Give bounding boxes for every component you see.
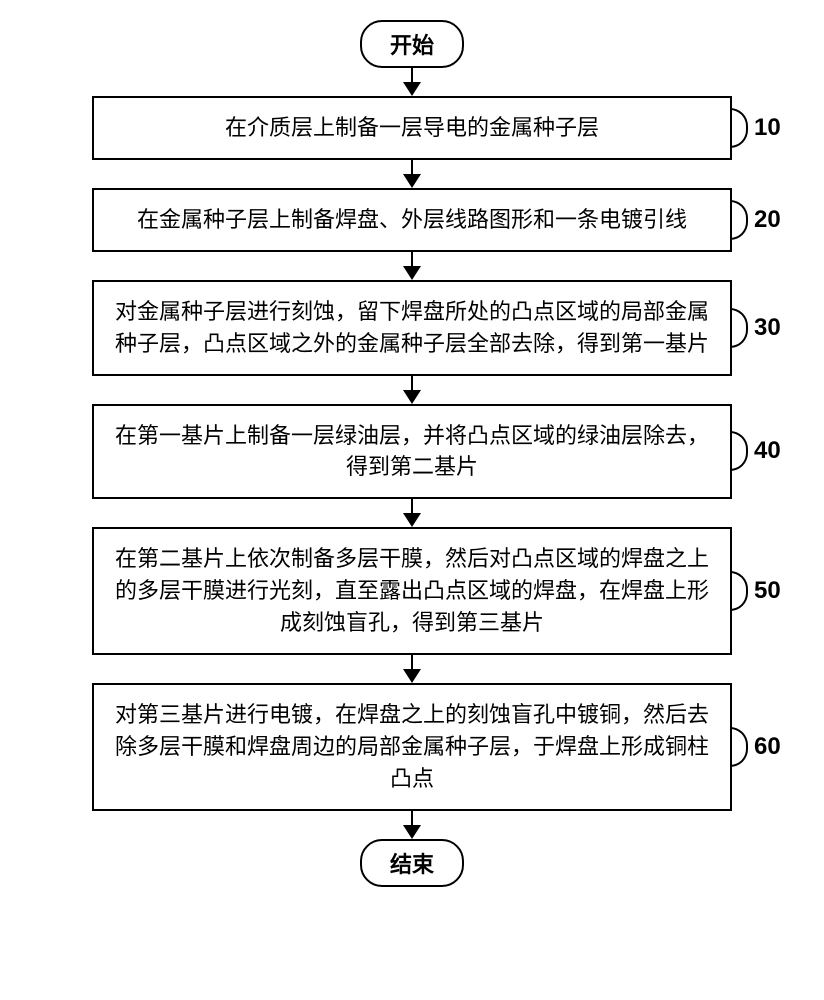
end-terminator: 结束 bbox=[360, 839, 464, 887]
step-row-4: 在第一基片上制备一层绿油层，并将凸点区域的绿油层除去，得到第二基片 40 bbox=[0, 404, 824, 500]
arrow-line bbox=[411, 252, 414, 266]
arrow-line bbox=[411, 376, 414, 390]
arrow-line bbox=[411, 68, 414, 82]
process-step: 在第二基片上依次制备多层干膜，然后对凸点区域的焊盘之上的多层干膜进行光刻，直至露… bbox=[92, 527, 732, 655]
ref-label-wrap: 20 bbox=[732, 200, 781, 240]
arrow bbox=[403, 655, 421, 683]
start-label: 开始 bbox=[390, 33, 434, 58]
arrow-head-icon bbox=[403, 82, 421, 96]
step-text: 在介质层上制备一层导电的金属种子层 bbox=[225, 115, 599, 140]
arrow-head-icon bbox=[403, 669, 421, 683]
ref-number: 60 bbox=[754, 733, 781, 761]
process-step: 对第三基片进行电镀，在焊盘之上的刻蚀盲孔中镀铜，然后去除多层干膜和焊盘周边的局部… bbox=[92, 683, 732, 811]
ref-bracket-icon bbox=[730, 108, 748, 148]
arrow bbox=[403, 160, 421, 188]
step-row-5: 在第二基片上依次制备多层干膜，然后对凸点区域的焊盘之上的多层干膜进行光刻，直至露… bbox=[0, 527, 824, 655]
process-step: 在第一基片上制备一层绿油层，并将凸点区域的绿油层除去，得到第二基片 bbox=[92, 404, 732, 500]
arrow-line bbox=[411, 811, 414, 825]
ref-label-wrap: 40 bbox=[732, 431, 781, 471]
arrow bbox=[403, 376, 421, 404]
step-text: 在金属种子层上制备焊盘、外层线路图形和一条电镀引线 bbox=[137, 207, 687, 232]
arrow bbox=[403, 811, 421, 839]
arrow-line bbox=[411, 160, 414, 174]
ref-bracket-icon bbox=[730, 200, 748, 240]
ref-bracket-icon bbox=[730, 727, 748, 767]
ref-bracket-icon bbox=[730, 571, 748, 611]
ref-label-wrap: 50 bbox=[732, 571, 781, 611]
process-step: 在金属种子层上制备焊盘、外层线路图形和一条电镀引线 bbox=[92, 188, 732, 252]
step-row-1: 在介质层上制备一层导电的金属种子层 10 bbox=[0, 96, 824, 160]
arrow-head-icon bbox=[403, 825, 421, 839]
arrow-head-icon bbox=[403, 390, 421, 404]
ref-bracket-icon bbox=[730, 308, 748, 348]
start-terminator: 开始 bbox=[360, 20, 464, 68]
step-row-6: 对第三基片进行电镀，在焊盘之上的刻蚀盲孔中镀铜，然后去除多层干膜和焊盘周边的局部… bbox=[0, 683, 824, 811]
ref-number: 40 bbox=[754, 437, 781, 465]
flowchart-container: 开始 在介质层上制备一层导电的金属种子层 10 在金属种子层上制备焊盘、外层线路… bbox=[0, 20, 824, 887]
step-text: 在第一基片上制备一层绿油层，并将凸点区域的绿油层除去，得到第二基片 bbox=[115, 423, 709, 480]
step-row-3: 对金属种子层进行刻蚀，留下焊盘所处的凸点区域的局部金属种子层，凸点区域之外的金属… bbox=[0, 280, 824, 376]
arrow bbox=[403, 499, 421, 527]
ref-label-wrap: 10 bbox=[732, 108, 781, 148]
arrow-head-icon bbox=[403, 174, 421, 188]
ref-number: 30 bbox=[754, 314, 781, 342]
arrow-line bbox=[411, 655, 414, 669]
step-text: 在第二基片上依次制备多层干膜，然后对凸点区域的焊盘之上的多层干膜进行光刻，直至露… bbox=[115, 546, 709, 635]
end-label: 结束 bbox=[390, 852, 434, 877]
arrow-head-icon bbox=[403, 266, 421, 280]
ref-label-wrap: 30 bbox=[732, 308, 781, 348]
ref-label-wrap: 60 bbox=[732, 727, 781, 767]
process-step: 在介质层上制备一层导电的金属种子层 bbox=[92, 96, 732, 160]
step-text: 对第三基片进行电镀，在焊盘之上的刻蚀盲孔中镀铜，然后去除多层干膜和焊盘周边的局部… bbox=[115, 702, 709, 791]
ref-number: 20 bbox=[754, 206, 781, 234]
process-step: 对金属种子层进行刻蚀，留下焊盘所处的凸点区域的局部金属种子层，凸点区域之外的金属… bbox=[92, 280, 732, 376]
ref-bracket-icon bbox=[730, 431, 748, 471]
arrow-line bbox=[411, 499, 414, 513]
arrow bbox=[403, 68, 421, 96]
step-row-2: 在金属种子层上制备焊盘、外层线路图形和一条电镀引线 20 bbox=[0, 188, 824, 252]
arrow bbox=[403, 252, 421, 280]
ref-number: 50 bbox=[754, 577, 781, 605]
step-text: 对金属种子层进行刻蚀，留下焊盘所处的凸点区域的局部金属种子层，凸点区域之外的金属… bbox=[115, 299, 709, 356]
ref-number: 10 bbox=[754, 114, 781, 142]
arrow-head-icon bbox=[403, 513, 421, 527]
